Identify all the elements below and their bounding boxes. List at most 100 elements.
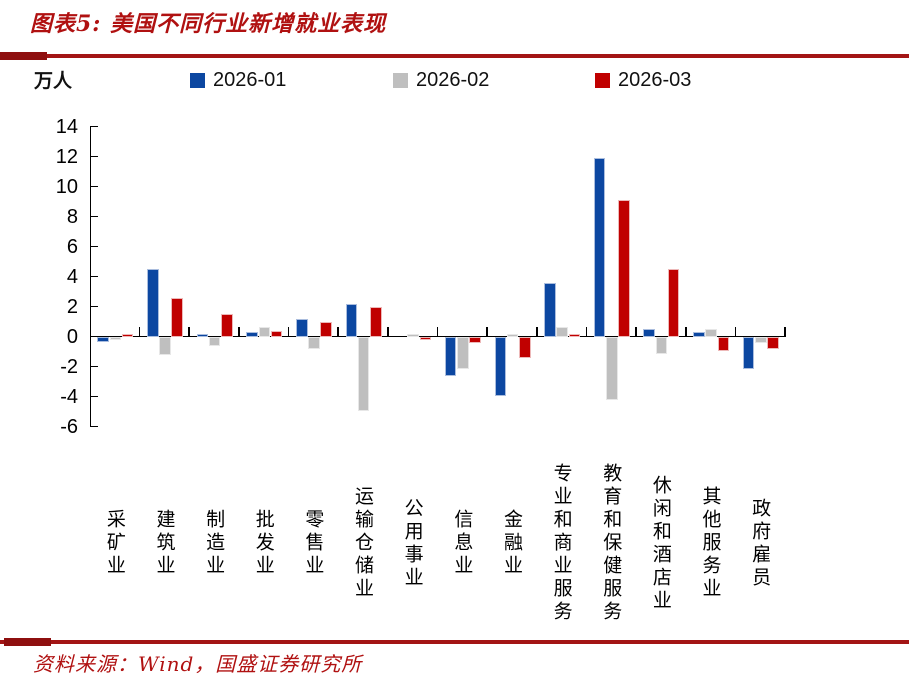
x-axis-tick <box>684 326 687 337</box>
bar-2026-01-零售业 <box>295 318 308 337</box>
bar-2026-02-采矿业 <box>109 337 122 341</box>
y-axis-tick <box>90 395 98 398</box>
bar-2026-02-教育和保健服务 <box>606 337 618 401</box>
x-axis-tick <box>387 326 389 337</box>
bar-2026-03-专业和商业服务 <box>568 333 581 337</box>
bar-2026-01-教育和保健服务 <box>593 158 606 337</box>
source-note: 资料来源：Wind，国盛证券研究所 <box>33 652 363 676</box>
x-axis-category-label: 教育和保健服务 <box>600 463 623 624</box>
x-axis-category-label: 运输仓储业 <box>352 486 375 601</box>
bar-2026-01-专业和商业服务 <box>544 282 556 337</box>
y-axis-tick <box>90 425 98 428</box>
y-axis-tick <box>90 155 98 158</box>
x-axis-tick <box>486 326 488 337</box>
bar-2026-01-运输仓储业 <box>345 303 358 337</box>
bar-2026-03-零售业 <box>320 321 332 337</box>
legend-swatch-red-icon <box>595 73 610 88</box>
bar-2026-03-运输仓储业 <box>370 306 382 337</box>
bar-2026-02-零售业 <box>308 337 320 350</box>
x-axis-tick <box>138 326 141 337</box>
legend-label: 2026-03 <box>618 69 692 91</box>
header-divider-accent <box>0 52 47 60</box>
y-axis-tick-label: -6 <box>60 415 78 438</box>
bar-2026-02-公用事业 <box>407 333 420 337</box>
bar-2026-03-休闲和酒店业 <box>667 269 680 337</box>
y-axis-tick <box>90 245 98 248</box>
bar-2026-03-金融业 <box>518 337 531 359</box>
y-axis-tick-label: 6 <box>66 235 78 258</box>
bar-2026-02-专业和商业服务 <box>556 326 568 337</box>
y-axis-tick-label: 4 <box>66 265 78 288</box>
x-axis-tick <box>734 326 737 337</box>
x-axis-category-label: 批发业 <box>252 509 275 578</box>
x-axis-category-label: 零售业 <box>302 509 325 578</box>
x-axis-category-label: 制造业 <box>203 509 226 578</box>
x-axis-tick <box>188 326 191 337</box>
x-axis-tick <box>535 326 538 337</box>
bar-2026-01-制造业 <box>196 333 209 337</box>
header-divider-line <box>0 54 909 58</box>
bar-2026-01-采矿业 <box>97 337 109 342</box>
bar-2026-03-政府雇员 <box>767 337 779 350</box>
bar-2026-02-批发业 <box>258 326 271 337</box>
bar-2026-02-制造业 <box>208 337 221 347</box>
bar-2026-02-运输仓储业 <box>357 337 370 411</box>
legend-item-2026-01: 2026-01 <box>190 69 286 92</box>
bar-2026-03-教育和保健服务 <box>618 200 630 337</box>
bar-2026-03-采矿业 <box>121 333 134 337</box>
bar-2026-01-信息业 <box>444 337 457 377</box>
y-axis-tick <box>90 215 98 218</box>
y-axis-tick-label: -4 <box>60 385 78 408</box>
y-axis-tick <box>90 275 98 278</box>
y-axis-tick <box>90 305 98 308</box>
x-axis-tick <box>238 326 240 337</box>
legend-swatch-gray-icon <box>393 73 408 88</box>
y-axis-tick-label: 10 <box>55 175 78 198</box>
x-axis-category-label: 公用事业 <box>401 497 424 590</box>
y-axis-tick <box>90 125 98 128</box>
bar-2026-01-休闲和酒店业 <box>643 329 656 337</box>
bar-2026-03-建筑业 <box>171 297 184 337</box>
x-axis-tick <box>287 326 290 337</box>
y-axis-tick-label: 14 <box>55 115 78 138</box>
x-axis-tick <box>436 326 439 337</box>
bar-2026-01-政府雇员 <box>742 337 755 369</box>
legend-label: 2026-01 <box>213 69 287 91</box>
y-axis-tick-label: 0 <box>66 325 78 348</box>
x-axis-tick <box>337 326 339 337</box>
bar-2026-02-信息业 <box>457 337 469 369</box>
legend-swatch-blue-icon <box>190 73 205 88</box>
x-axis-category-label: 采矿业 <box>103 509 126 578</box>
y-axis-tick <box>90 365 98 368</box>
bar-2026-03-批发业 <box>270 330 283 337</box>
y-axis-tick-label: -2 <box>60 355 78 378</box>
y-axis-tick-label: 2 <box>66 295 78 318</box>
bar-2026-03-制造业 <box>221 314 233 337</box>
bar-2026-01-金融业 <box>494 337 507 396</box>
y-axis-unit-label: 万人 <box>34 71 73 92</box>
x-axis-category-label: 信息业 <box>451 509 474 578</box>
footer-divider-accent <box>4 638 51 646</box>
bar-2026-03-信息业 <box>469 337 481 344</box>
y-axis-tick-label: 12 <box>55 145 78 168</box>
x-axis-tick <box>784 326 786 337</box>
bar-2026-02-其他服务业 <box>705 329 717 337</box>
x-axis-category-label: 金融业 <box>500 509 523 578</box>
legend-item-2026-03: 2026-03 <box>595 69 691 92</box>
footer-divider-line <box>0 640 909 644</box>
bar-2026-02-金融业 <box>506 333 519 337</box>
bar-2026-03-公用事业 <box>419 337 432 341</box>
x-axis-category-label: 专业和商业服务 <box>550 463 573 624</box>
x-axis-category-label: 其他服务业 <box>699 486 722 601</box>
x-axis-category-label: 政府雇员 <box>749 497 772 590</box>
y-axis-tick <box>90 185 98 188</box>
x-axis-tick <box>635 326 637 337</box>
bar-2026-01-建筑业 <box>147 269 159 337</box>
bar-2026-02-建筑业 <box>159 337 171 356</box>
bar-2026-01-其他服务业 <box>693 332 705 337</box>
legend-item-2026-02: 2026-02 <box>393 69 489 92</box>
bar-2026-02-政府雇员 <box>754 337 767 344</box>
x-axis-tick <box>585 326 588 337</box>
x-axis-category-label: 休闲和酒店业 <box>649 474 672 613</box>
